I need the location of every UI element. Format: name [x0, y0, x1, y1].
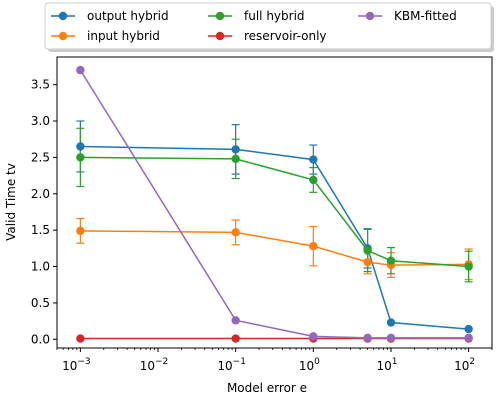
- x-tick-label: 10−1: [217, 357, 246, 373]
- y-axis-label: Valid Time tv: [4, 163, 18, 241]
- legend-marker: [215, 31, 225, 41]
- plot-frame: [56, 56, 493, 349]
- x-tick-label: 10−3: [62, 357, 91, 373]
- legend-marker: [58, 11, 68, 21]
- data-point: [231, 316, 240, 325]
- legend-label: reservoir-only: [244, 29, 327, 43]
- data-point: [231, 154, 240, 164]
- data-point: [309, 241, 318, 251]
- y-tick-label: 0.5: [31, 296, 50, 310]
- series-line: [80, 156, 469, 268]
- error-bars: [76, 120, 473, 283]
- data-point: [363, 333, 372, 343]
- legend-label: KBM-fitted: [394, 9, 457, 23]
- y-tick-label: 2.0: [31, 187, 50, 201]
- data-point: [363, 246, 372, 255]
- data-point: [386, 333, 396, 343]
- x-axis-label: Model error e: [227, 381, 307, 395]
- y-tick-label: 0.0: [31, 332, 50, 346]
- data-point: [363, 257, 372, 267]
- y-tick-label: 1.0: [31, 260, 50, 274]
- x-tick-label: 101: [376, 357, 397, 373]
- data-point: [309, 155, 318, 164]
- y-tick-label: 1.5: [31, 223, 50, 237]
- series-lines: [76, 65, 473, 343]
- y-tick-label: 2.5: [31, 150, 50, 164]
- y-tick-label: 3.0: [31, 114, 50, 128]
- legend-label: output hybrid: [87, 9, 169, 23]
- data-point: [76, 65, 85, 75]
- data-point: [386, 256, 396, 265]
- x-tick-label: 10−2: [140, 357, 169, 373]
- x-tick-label: 100: [299, 357, 320, 373]
- legend-marker: [58, 31, 68, 41]
- series-line: [80, 230, 469, 266]
- data-point: [231, 334, 240, 343]
- data-point: [309, 332, 318, 341]
- ticks: 0.0 0.5 1.0 1.5 2.0 2.5 3.0 3.5 10−3 10−2 10−1 100 1…: [31, 78, 493, 373]
- legend-box: [44, 2, 492, 50]
- data-point: [309, 175, 318, 185]
- series-line: [80, 145, 469, 330]
- x-tick-label: 102: [454, 357, 475, 373]
- data-point: [231, 145, 240, 154]
- data-point: [464, 333, 473, 343]
- legend-marker: [215, 11, 225, 21]
- legend-label: full hybrid: [244, 9, 305, 23]
- y-tick-label: 3.5: [31, 78, 50, 92]
- legend-label: input hybrid: [87, 29, 160, 43]
- data-point: [76, 226, 85, 236]
- data-point: [76, 334, 85, 343]
- legend-marker: [365, 11, 375, 21]
- series-line: [79, 69, 469, 339]
- data-point: [386, 318, 396, 327]
- data-point: [76, 153, 85, 162]
- data-point: [231, 228, 240, 237]
- data-point: [464, 262, 473, 271]
- data-point: [464, 324, 473, 334]
- legend: output hybrid input hybrid full hybrid rese…: [44, 2, 494, 52]
- data-point: [76, 142, 85, 151]
